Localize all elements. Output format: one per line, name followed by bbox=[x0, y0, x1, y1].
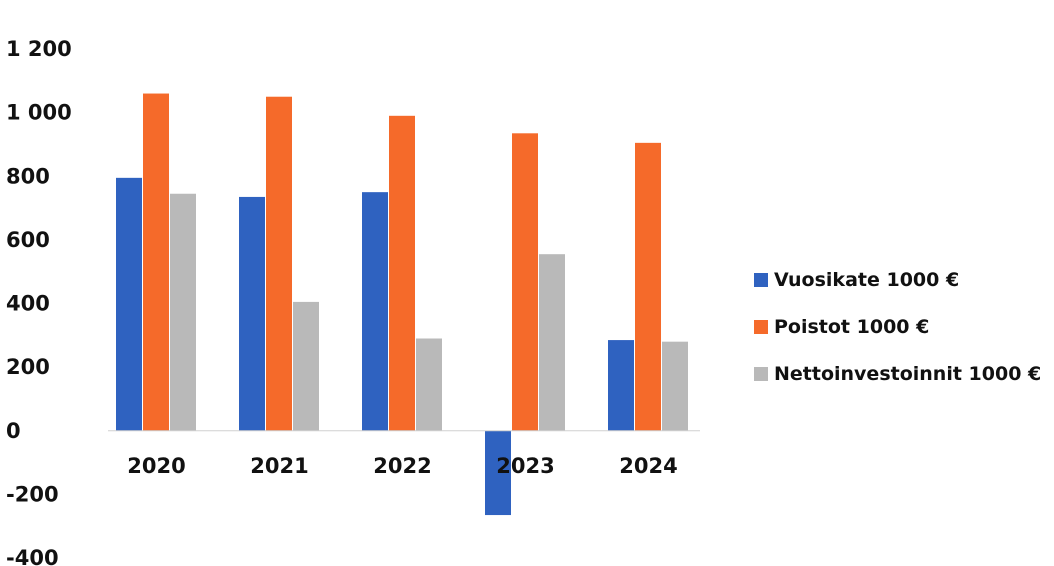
y-tick-label: 800 bbox=[6, 164, 50, 188]
legend-item-vuosikate: Vuosikate 1000 € bbox=[754, 256, 1054, 303]
legend-swatch-vuosikate bbox=[754, 272, 768, 287]
x-tick-label: 2023 bbox=[496, 454, 554, 478]
legend-label-poistot: Poistot 1000 € bbox=[774, 315, 930, 338]
x-tick-label: 2020 bbox=[127, 454, 185, 478]
bar-2024-series-1 bbox=[635, 142, 661, 431]
y-tick-label: 600 bbox=[6, 228, 50, 252]
legend-label-nettoinvestoinnit: Nettoinvestoinnit 1000 € bbox=[774, 362, 1042, 385]
y-tick-label: -200 bbox=[6, 482, 59, 506]
x-tick-label: 2021 bbox=[250, 454, 308, 478]
legend-item-nettoinvestoinnit: Nettoinvestoinnit 1000 € bbox=[754, 350, 1054, 397]
y-tick-label: 0 bbox=[6, 419, 21, 443]
legend-item-poistot: Poistot 1000 € bbox=[754, 303, 1054, 350]
bar-2020-series-1 bbox=[143, 93, 169, 431]
bar-2021-series-1 bbox=[266, 96, 292, 431]
x-tick-label: 2022 bbox=[373, 454, 431, 478]
bar-2020-series-0 bbox=[116, 177, 142, 431]
x-tick-label: 2024 bbox=[619, 454, 677, 478]
bar-2021-series-2 bbox=[293, 301, 319, 431]
x-axis-ticks: 2020 2021 2022 2023 2024 bbox=[127, 454, 677, 478]
bars bbox=[116, 93, 688, 516]
y-tick-label: 400 bbox=[6, 292, 50, 316]
bar-2021-series-0 bbox=[239, 196, 265, 431]
legend-swatch-nettoinvestoinnit bbox=[754, 366, 768, 381]
y-axis-ticks: -400 -200 0 200 400 600 800 1 000 1 200 bbox=[6, 37, 72, 566]
bar-2023-series-0 bbox=[485, 430, 511, 516]
legend-label-vuosikate: Vuosikate 1000 € bbox=[774, 268, 960, 291]
bar-2022-series-1 bbox=[389, 115, 415, 431]
chart-legend: Vuosikate 1000 € Poistot 1000 € Nettoinv… bbox=[754, 256, 1054, 397]
bar-2023-series-1 bbox=[512, 133, 538, 431]
y-tick-label: -400 bbox=[6, 546, 59, 566]
bar-2022-series-2 bbox=[416, 338, 442, 431]
bar-2024-series-2 bbox=[662, 341, 688, 431]
bar-2020-series-2 bbox=[170, 193, 196, 431]
legend-swatch-poistot bbox=[754, 319, 768, 334]
y-tick-label: 1 200 bbox=[6, 37, 72, 61]
bar-2024-series-0 bbox=[608, 340, 634, 431]
bar-2023-series-2 bbox=[539, 254, 565, 431]
y-tick-label: 1 000 bbox=[6, 101, 72, 125]
y-tick-label: 200 bbox=[6, 355, 50, 379]
bar-2022-series-0 bbox=[362, 192, 388, 431]
